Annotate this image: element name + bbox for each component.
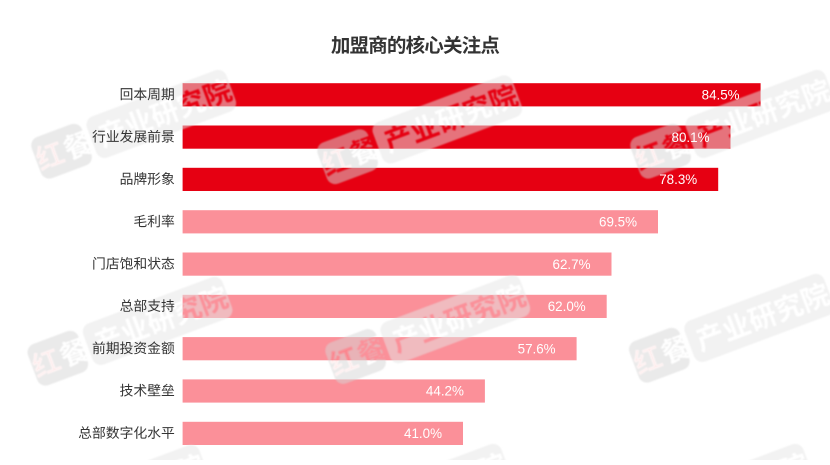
svg-text:62.7%: 62.7% (553, 257, 591, 272)
svg-text:69.5%: 69.5% (599, 215, 637, 230)
svg-text:80.1%: 80.1% (672, 130, 710, 145)
svg-text:78.3%: 78.3% (659, 172, 697, 187)
svg-text:57.6%: 57.6% (518, 341, 556, 356)
svg-text:84.5%: 84.5% (702, 88, 740, 103)
svg-text:41.0%: 41.0% (404, 426, 442, 441)
svg-text:62.0%: 62.0% (548, 299, 586, 314)
svg-text:44.2%: 44.2% (426, 384, 464, 399)
